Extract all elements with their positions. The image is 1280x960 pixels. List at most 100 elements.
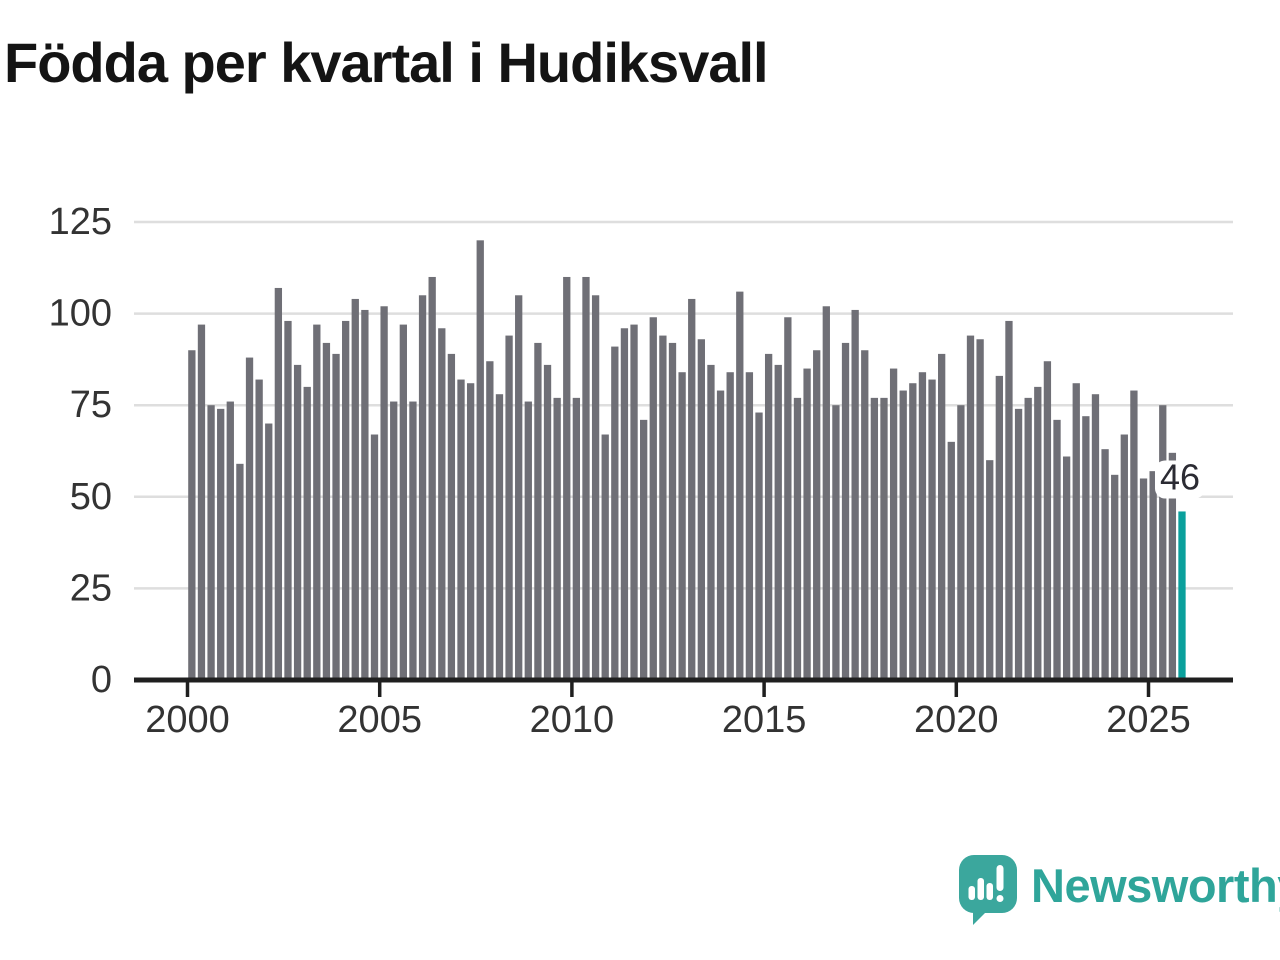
bar: [390, 401, 398, 680]
bar: [1005, 320, 1013, 680]
bar: [1091, 394, 1100, 680]
bar: [899, 390, 907, 680]
bar: [438, 328, 446, 680]
bar: [630, 324, 638, 680]
bar: [486, 361, 494, 680]
bar: [313, 324, 321, 680]
bar: [1053, 419, 1061, 680]
bar: [1139, 478, 1148, 680]
bar: [322, 342, 331, 680]
bar: [928, 379, 936, 680]
x-axis-tick-label: 2005: [337, 699, 422, 741]
bar: [1159, 405, 1167, 680]
y-axis-tick-label: 0: [91, 659, 112, 701]
bar: [611, 346, 619, 680]
bar: [649, 317, 657, 680]
bar: [707, 364, 715, 680]
x-axis-tick-label: 2015: [722, 699, 807, 741]
bar: [1062, 456, 1071, 680]
bar: [832, 405, 840, 680]
highlighted-bar: [1178, 511, 1186, 680]
bar: [553, 397, 561, 680]
bar: [736, 291, 744, 680]
bar: [342, 320, 350, 680]
bar: [534, 342, 542, 680]
bar: [822, 306, 830, 680]
y-axis-tick-label: 100: [49, 293, 112, 335]
bar: [505, 335, 513, 680]
newsworthy-logo-text: Newsworthy: [1031, 858, 1280, 912]
bar: [1014, 408, 1023, 680]
bar: [803, 368, 811, 680]
chart-title: Födda per kvartal i Hudiksvall: [4, 31, 769, 94]
bar: [495, 394, 504, 680]
bar: [870, 397, 879, 680]
bar: [976, 339, 984, 680]
bar: [697, 339, 705, 680]
y-axis-tick-label: 75: [70, 384, 112, 426]
bar: [668, 342, 677, 680]
bar: [428, 276, 436, 680]
bar: [1120, 434, 1128, 680]
bar: [217, 408, 225, 680]
bar: [274, 287, 283, 680]
x-axis-tick-label: 2025: [1106, 699, 1191, 741]
bar: [1168, 452, 1177, 680]
bar: [726, 372, 734, 680]
bar: [245, 357, 254, 680]
bar: [351, 298, 359, 680]
bar: [332, 353, 340, 680]
bar: [880, 397, 888, 680]
bar: [986, 460, 994, 680]
bar: [303, 386, 311, 680]
bar: [995, 375, 1003, 680]
bar: [399, 324, 407, 680]
bar: [370, 434, 379, 680]
bar: [255, 379, 263, 680]
bar: [601, 434, 609, 680]
bar: [1101, 449, 1109, 680]
bar: [591, 295, 600, 680]
bar: [678, 372, 686, 680]
bar: [582, 276, 590, 680]
y-axis-tick-label: 125: [49, 201, 112, 243]
bar: [1149, 471, 1157, 680]
bar: [841, 342, 850, 680]
bar: [563, 276, 571, 680]
bar: [957, 405, 965, 680]
bar: [226, 401, 234, 680]
bar: [1034, 386, 1042, 680]
bar: [1130, 390, 1138, 680]
bar: [476, 240, 484, 680]
bar: [207, 405, 215, 680]
bar: [380, 306, 388, 680]
bar: [938, 353, 946, 680]
x-axis-tick-label: 2000: [145, 699, 230, 741]
bar: [284, 320, 292, 680]
bar: [813, 350, 821, 680]
bar: [659, 335, 667, 680]
bar: [543, 364, 552, 680]
bar: [418, 295, 427, 680]
bar: [688, 298, 696, 680]
bar: [716, 390, 725, 680]
bar: [909, 383, 917, 680]
bar: [947, 441, 955, 680]
bar: [524, 401, 532, 680]
bar: [409, 401, 417, 680]
bar: [447, 353, 456, 680]
bar: [293, 364, 302, 680]
y-axis-tick-label: 25: [70, 567, 112, 609]
bar: [620, 328, 629, 680]
bar: [966, 335, 975, 680]
bar: [188, 350, 196, 680]
bar: [572, 397, 581, 680]
bar: [764, 353, 773, 680]
value-label-bubble: [1154, 460, 1205, 499]
bar: [889, 368, 898, 680]
bar: [515, 295, 523, 680]
bar: [1072, 383, 1080, 680]
bar: [236, 463, 244, 680]
bar: [745, 372, 754, 680]
